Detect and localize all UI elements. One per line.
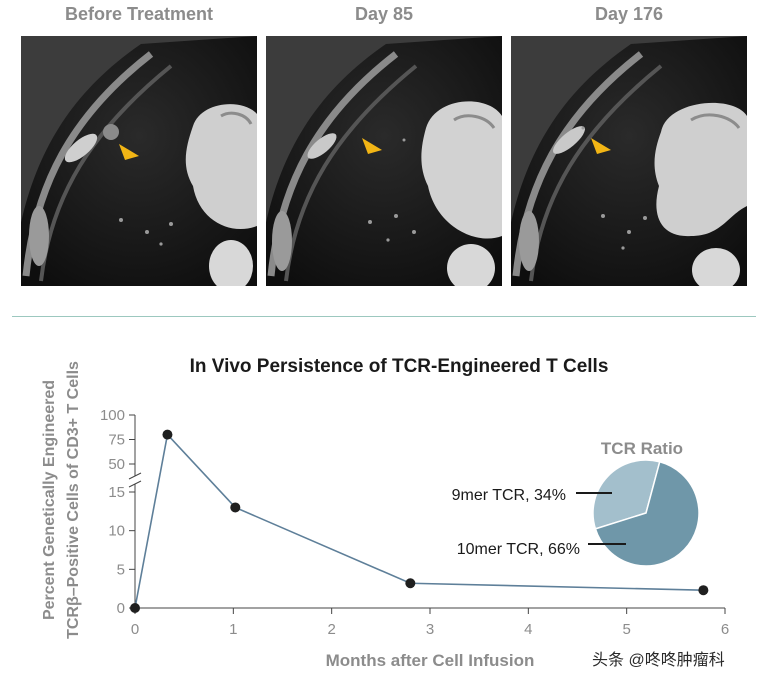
x-tick-label: 2 — [327, 621, 335, 638]
pie-label-9mer: 9mer TCR, 34% — [452, 487, 566, 504]
y-axis-label-line1: Percent Genetically Engineered — [41, 380, 58, 620]
x-tick-label: 3 — [426, 621, 434, 638]
x-tick-label: 5 — [622, 621, 630, 638]
x-axis-label: Months after Cell Infusion — [326, 651, 535, 670]
watermark: 头条 @咚咚肿瘤科 — [592, 652, 725, 669]
section-divider — [12, 316, 756, 317]
panel-title-before: Before Treatment — [64, 4, 214, 24]
pie-label-10mer: 10mer TCR, 66% — [457, 541, 580, 558]
y-tick-label: 50 — [108, 456, 125, 473]
arrowhead-icon — [591, 138, 611, 154]
data-point — [405, 578, 416, 589]
arrowhead-icon — [119, 144, 139, 160]
y-tick-label: 0 — [117, 600, 125, 617]
pie-slice-9mer — [592, 459, 661, 530]
data-point — [162, 429, 173, 440]
ct-scan-day-85 — [266, 36, 502, 286]
line-break-gap — [193, 477, 213, 501]
data-point — [130, 603, 140, 613]
chart-title: In Vivo Persistence of TCR-Engineered T … — [190, 356, 609, 377]
y-tick-label: 75 — [108, 432, 125, 449]
ct-scan-day-176 — [511, 36, 747, 286]
axis-break-icon — [128, 472, 142, 488]
arrowhead-icon — [362, 138, 382, 154]
x-tick-label: 1 — [229, 621, 237, 638]
persistence-chart: In Vivo Persistence of TCR-Engineered T … — [41, 356, 729, 670]
ct-scan-before-treatment — [21, 36, 257, 286]
data-point — [698, 585, 709, 596]
panel-title-day85: Day 85 — [354, 4, 414, 24]
pie-title: TCR Ratio — [601, 439, 683, 458]
y-tick-label: 15 — [108, 484, 125, 501]
x-tick-label: 0 — [131, 621, 139, 638]
y-tick-label: 10 — [108, 523, 125, 540]
y-tick-label: 5 — [117, 561, 125, 578]
y-axis-label-line2: TCRβ–Positive Cells of CD3+ T Cells — [65, 361, 82, 639]
data-point — [230, 502, 241, 513]
pie-slice-10mer — [594, 460, 700, 567]
panel-title-day176: Day 176 — [594, 4, 664, 24]
x-tick-label: 6 — [721, 621, 729, 638]
x-tick-label: 4 — [524, 621, 532, 638]
y-tick-label: 100 — [100, 407, 125, 424]
